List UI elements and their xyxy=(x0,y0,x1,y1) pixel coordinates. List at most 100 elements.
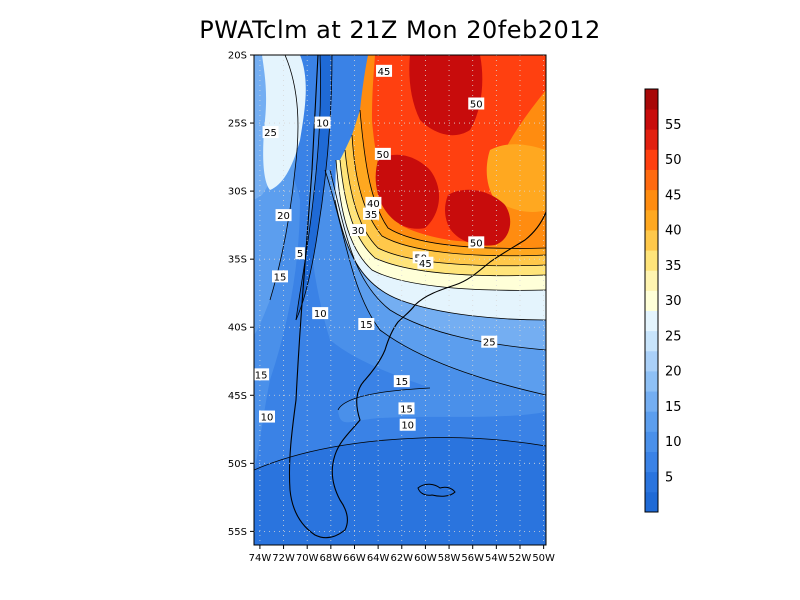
colorbar-segment xyxy=(645,189,658,211)
map-frame xyxy=(253,54,547,546)
colorbar-label: 45 xyxy=(665,188,682,203)
axis-ticks: 74W 72W 70W 68W 66W 64W 62W 60W 58W 56W 54W 52W 50W 2… xyxy=(228,51,555,565)
pwat-band-25-30 xyxy=(330,170,546,350)
contour-label-text: 10 xyxy=(401,421,414,432)
colorbar-label: 50 xyxy=(665,153,682,168)
colorbar-label: 30 xyxy=(665,294,682,309)
contour-label-bg xyxy=(374,147,391,160)
graticule xyxy=(254,55,546,545)
y-tick-label: 25S xyxy=(228,119,247,130)
colorbar-segment xyxy=(645,109,658,130)
contour-label-bg xyxy=(417,256,434,269)
coastline xyxy=(288,55,546,539)
contour-label-bg xyxy=(393,375,410,388)
x-tick-label: 60W xyxy=(414,553,437,564)
contour-label-text: 5 xyxy=(297,249,303,260)
colorbar-segment xyxy=(645,451,658,473)
contour-label-text: 15 xyxy=(400,404,413,415)
contour-label-bg xyxy=(468,97,485,110)
contour-label-bg xyxy=(262,126,279,139)
contour-label-bg xyxy=(363,207,380,220)
colorbar-label: 55 xyxy=(665,118,682,133)
x-tick-label: 54W xyxy=(485,553,508,564)
pwat-band-30-35 xyxy=(335,160,546,320)
colorbar-segment xyxy=(645,149,658,170)
contour-label: 15 xyxy=(398,402,415,415)
contour-label-text: 10 xyxy=(314,309,327,320)
colorbar-segment xyxy=(645,270,658,291)
contour-label-bg xyxy=(259,410,276,423)
contour-label: 15 xyxy=(393,375,410,388)
colorbar: 5 10 15 20 25 30 35 40 45 50 55 xyxy=(644,88,682,513)
x-tick-label: 64W xyxy=(367,553,390,564)
contour-label: 5 xyxy=(295,247,305,260)
colorbar-frame xyxy=(644,88,659,513)
colorbar-segment xyxy=(645,330,658,352)
contour-label: 45 xyxy=(376,64,393,78)
contour-label: 10 xyxy=(312,307,329,320)
colorbar-label: 10 xyxy=(665,435,682,450)
contour-label-bg xyxy=(468,236,485,249)
contour-label: 50 xyxy=(374,147,391,161)
contour-label-bg xyxy=(398,402,415,415)
pwat-core-3 xyxy=(445,189,511,246)
contour-label: 50 xyxy=(468,97,485,111)
contour-label: 10 xyxy=(399,418,416,432)
contour-label-text: 50 xyxy=(470,100,483,111)
colorbar-label: 15 xyxy=(665,400,682,415)
x-tick-label: 66W xyxy=(343,553,366,564)
colorbar-segment xyxy=(645,491,658,513)
colorbar-segment xyxy=(645,350,658,372)
contour-label-text: 25 xyxy=(483,338,496,349)
x-tick-label: 50W xyxy=(532,553,555,564)
contour-label: 10 xyxy=(259,410,276,424)
pwat-field xyxy=(254,55,546,545)
contour-label: 10 xyxy=(314,116,331,130)
colorbar-segment xyxy=(645,310,658,332)
contour-label-bg xyxy=(272,270,289,283)
colorbar-segment xyxy=(645,169,658,191)
contour-label-bg xyxy=(365,196,382,209)
x-tick-label: 62W xyxy=(390,553,413,564)
contour-label-text: 10 xyxy=(316,119,329,130)
pwat-orange-east xyxy=(486,144,546,212)
contour-label-bg xyxy=(275,209,292,222)
contour-label: 25 xyxy=(481,335,498,349)
y-tick-label: 55S xyxy=(228,527,247,538)
contour-label-bg xyxy=(481,335,498,348)
colorbar-label: 40 xyxy=(665,224,682,239)
y-tick-label: 40S xyxy=(228,323,247,334)
contour-labels: 4550251050403530205055045151015251515101… xyxy=(254,64,498,432)
page-title: PWATclm at 21Z Mon 20feb2012 xyxy=(199,16,601,44)
x-tick-label: 74W xyxy=(249,553,272,564)
x-tick-label: 70W xyxy=(296,553,319,564)
contour-label-text: 45 xyxy=(378,67,391,78)
colorbar-segment xyxy=(645,209,658,231)
contour-lines xyxy=(254,55,546,471)
y-tick-label: 20S xyxy=(228,51,247,62)
contour-label: 15 xyxy=(358,318,375,331)
contour-label-bg xyxy=(254,368,270,381)
pwat-band-20-25 xyxy=(325,170,546,395)
y-tick-label: 35S xyxy=(228,255,247,266)
contour-label-bg xyxy=(376,64,393,77)
contour-label: 50 xyxy=(468,236,485,249)
contour-label-text: 40 xyxy=(367,199,380,210)
contour-label: 40 xyxy=(365,196,382,210)
contour-label: 35 xyxy=(363,207,380,221)
contour-label-bg xyxy=(350,224,367,237)
colorbar-segment xyxy=(645,471,658,493)
colorbar-label: 20 xyxy=(665,365,682,380)
pwat-core-2 xyxy=(375,154,440,229)
contour-label-bg xyxy=(312,307,329,320)
colorbar-segment xyxy=(645,290,658,311)
contour-label-text: 15 xyxy=(395,377,408,388)
contour-label: 15 xyxy=(254,368,270,381)
contour-label-text: 25 xyxy=(264,128,277,139)
colorbar-segment xyxy=(645,391,658,412)
contour-label-bg xyxy=(358,318,375,330)
pwat-band-35-40 xyxy=(336,160,546,291)
pwat-core-1 xyxy=(409,55,483,136)
x-tick-label: 52W xyxy=(509,553,532,564)
